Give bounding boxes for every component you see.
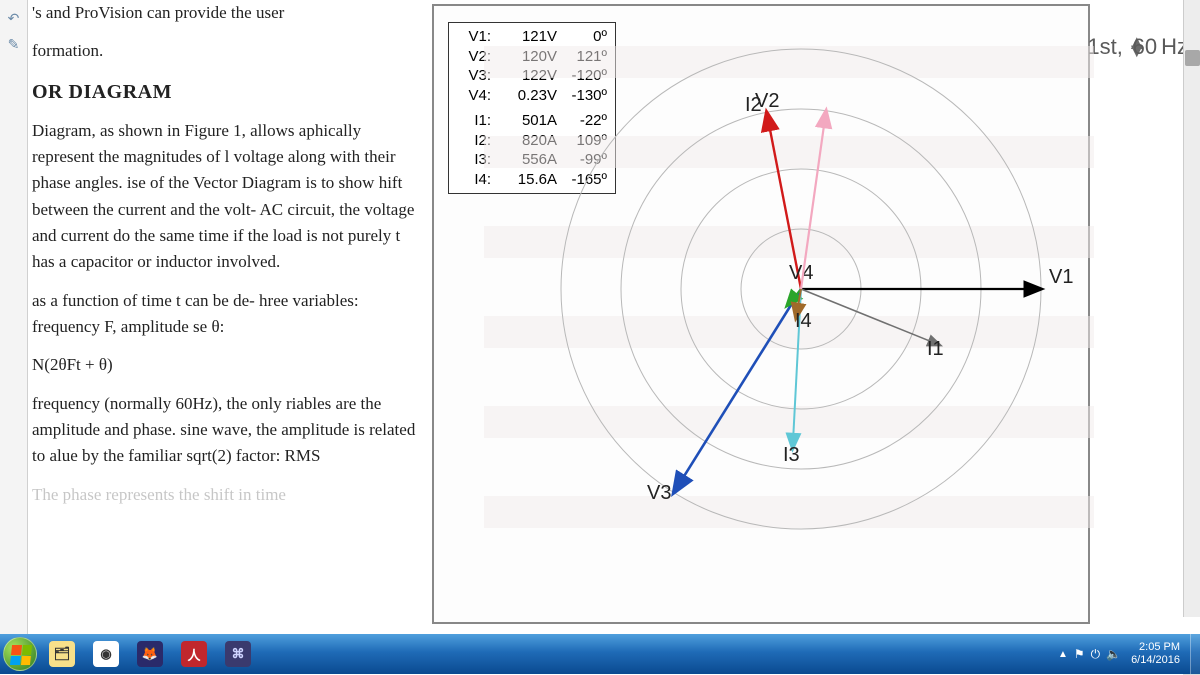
taskbar-item-firefox[interactable]: 🦊	[129, 638, 171, 670]
doc-equation: N(2θFt + θ)	[32, 352, 420, 378]
doc-para1: Diagram, as shown in Figure 1, allows ap…	[32, 118, 420, 276]
taskbar-item-explorer[interactable]: 🗂	[41, 638, 83, 670]
taskbar-item-app-x[interactable]: ⌘	[217, 638, 259, 670]
show-desktop-button[interactable]	[1190, 634, 1200, 674]
doc-para2: as a function of time t can be de- hree …	[32, 288, 420, 341]
doc-heading: OR DIAGRAM	[32, 77, 420, 108]
taskbar-item-chrome[interactable]: ◉	[85, 638, 127, 670]
vscroll-thumb[interactable]	[1185, 50, 1200, 66]
tray-icon-1[interactable]: ⚑	[1074, 647, 1085, 661]
tray-icon-2[interactable]: ⏻	[1091, 647, 1101, 662]
vector-label-I1: I1	[927, 338, 944, 360]
vector-label-V3: V3	[647, 482, 671, 504]
vector-label-I2: I2	[745, 94, 762, 116]
page-area: ↶ ✎ 's and ProVision can provide the use…	[0, 0, 1200, 634]
vector-label-I4: I4	[795, 310, 812, 332]
harmonic-label: 1st, ▲▼ 60 Hz	[1087, 34, 1188, 60]
clock[interactable]: 2:05 PM 6/14/2016	[1131, 641, 1180, 667]
chrome-icon: ◉	[93, 641, 119, 667]
tray-icon-3[interactable]: 🔈	[1106, 647, 1121, 661]
doc-frag-top2: formation.	[32, 38, 420, 64]
adobe-reader-icon: 人	[181, 641, 207, 667]
document-pane: 's and ProVision can provide the user fo…	[28, 0, 428, 634]
vector-label-I3: I3	[783, 444, 800, 466]
phasor-polar-plot: V1V2V3V4I1I2I3I4	[484, 26, 1094, 586]
start-button[interactable]	[0, 634, 40, 674]
explorer-icon: 🗂	[49, 641, 75, 667]
pdf-left-toolbar: ↶ ✎	[0, 0, 28, 634]
taskbar: 🗂 ◉ 🦊 人 ⌘ ▲ ⚑ ⏻ 🔈 2:05 PM 6/14/2016	[0, 634, 1200, 674]
phasor-diagram-pane: 1st, ▲▼ 60 Hz V1:121V0ºV2:120V121ºV3:122…	[432, 4, 1090, 624]
doc-para3: frequency (normally 60Hz), the only riab…	[32, 391, 420, 470]
vector-label-V1: V1	[1049, 266, 1073, 288]
app-x-icon: ⌘	[225, 641, 251, 667]
undo-icon[interactable]: ↶	[5, 10, 23, 28]
system-tray: ▲ ⚑ ⏻ 🔈 2:05 PM 6/14/2016	[1058, 641, 1190, 667]
vertical-scrollbar[interactable]	[1183, 0, 1200, 617]
doc-frag-bottom: The phase represents the shift in time	[32, 482, 420, 508]
firefox-icon: 🦊	[137, 641, 163, 667]
taskbar-item-adobe-reader[interactable]: 人	[173, 638, 215, 670]
doc-frag-top: 's and ProVision can provide the user	[32, 0, 420, 26]
pencil-icon[interactable]: ✎	[5, 36, 23, 54]
tray-icon-0[interactable]: ▲	[1058, 649, 1068, 660]
